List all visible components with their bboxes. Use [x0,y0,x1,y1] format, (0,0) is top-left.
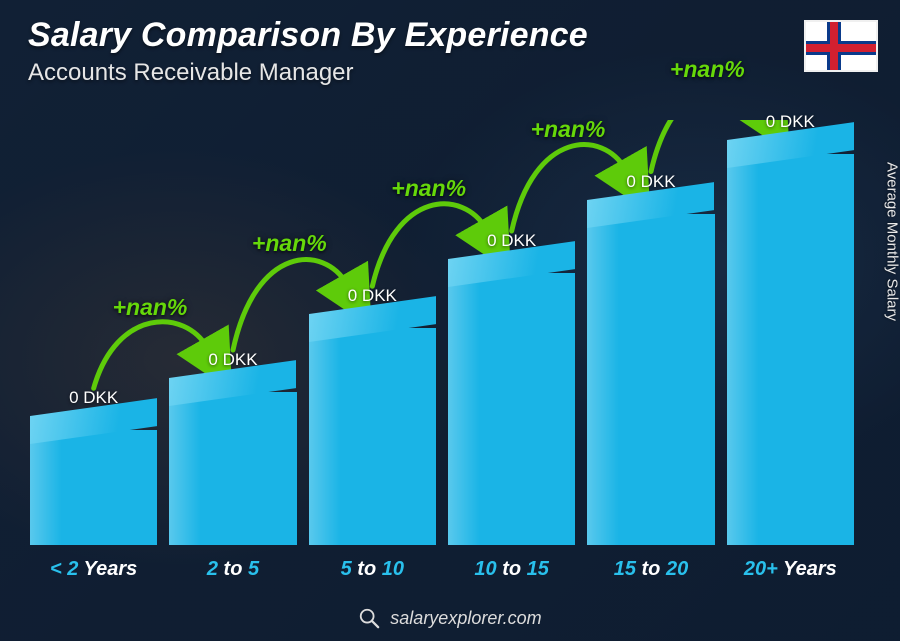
flag-faroe-islands-icon [804,20,878,72]
x-label-accent: 10 [474,558,496,580]
x-label-accent: 15 [527,558,549,580]
x-label-accent: 15 [614,558,636,580]
bar-front-face [587,214,714,546]
bar [169,392,296,545]
bar-front-face [30,430,157,545]
footer-text: salaryexplorer.com [390,608,541,629]
bar-front-face [448,273,575,545]
bar [587,214,714,546]
chart-area: 0 DKK0 DKK0 DKK0 DKK0 DKK0 DKK +nan%+nan… [30,120,854,545]
bar-slot: 0 DKK [169,120,296,545]
bar-front-face [309,328,436,545]
bar [448,273,575,545]
x-label-mid: to [218,558,248,580]
x-axis-label: 20+ Years [727,558,854,581]
bar [309,328,436,545]
x-label-accent: 5 [248,558,259,580]
bar [30,430,157,545]
y-axis-label: Average Monthly Salary [884,162,900,321]
x-axis-label: 2 to 5 [169,558,296,581]
x-axis-label: 15 to 20 [587,558,714,581]
bar-slot: 0 DKK [30,120,157,545]
x-label-accent: < 2 [50,558,78,580]
x-axis-labels: < 2 Years2 to 55 to 1010 to 1515 to 2020… [30,558,854,581]
x-label-rest: Years [78,558,137,580]
page-subtitle: Accounts Receivable Manager [28,59,588,87]
bar-front-face [169,392,296,545]
magnifier-icon [358,607,380,629]
x-label-mid: to [352,558,382,580]
bar-front-face [727,154,854,545]
x-label-accent: 20+ [744,558,778,580]
footer: salaryexplorer.com [0,607,900,629]
infographic-canvas: Salary Comparison By Experience Accounts… [0,0,900,641]
bar-slot: 0 DKK [587,120,714,545]
x-label-accent: 5 [341,558,352,580]
x-axis-label: 10 to 15 [448,558,575,581]
growth-pct-label: +nan% [531,116,606,143]
x-axis-label: 5 to 10 [309,558,436,581]
growth-pct-label: +nan% [252,230,327,257]
x-label-accent: 10 [382,558,404,580]
growth-pct-label: +nan% [391,175,466,202]
x-label-accent: 20 [666,558,688,580]
page-title: Salary Comparison By Experience [28,16,588,55]
x-label-mid: to [636,558,666,580]
x-label-rest: Years [778,558,837,580]
growth-pct-label: +nan% [670,56,745,83]
x-label-accent: 2 [207,558,218,580]
bar [727,154,854,545]
bar-slot: 0 DKK [727,120,854,545]
growth-pct-label: +nan% [113,294,188,321]
x-axis-label: < 2 Years [30,558,157,581]
header-block: Salary Comparison By Experience Accounts… [28,16,588,87]
bar-slot: 0 DKK [448,120,575,545]
x-label-mid: to [497,558,527,580]
